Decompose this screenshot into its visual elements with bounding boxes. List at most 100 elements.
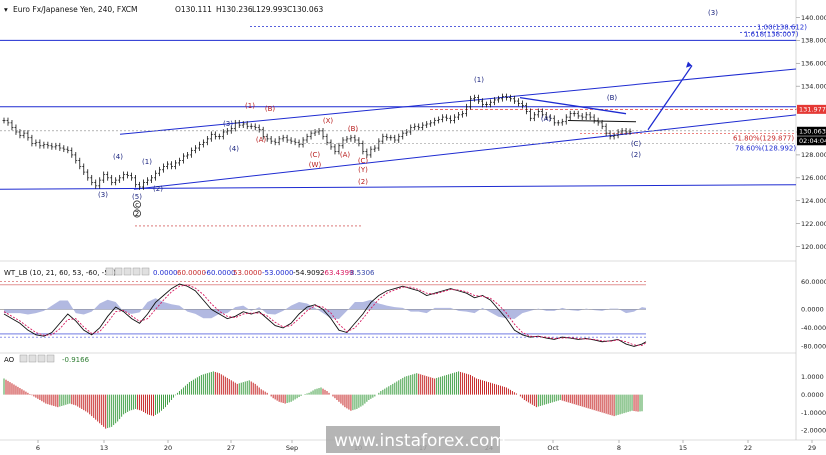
wave-label: (4) [113, 153, 123, 161]
wt-value-8: 8.5306 [350, 269, 375, 277]
wave-label: (5) [132, 193, 142, 201]
wave-annotations: (3) (4) (5) (1) (2) (3) (4) (1) (B) (A) (C) (W) (X) (… [98, 9, 718, 218]
price-tick-label: 124.000 [801, 197, 826, 205]
time-tick-label: 15 [679, 444, 687, 452]
wave-label: (2) [358, 178, 368, 186]
trendlines [0, 26, 797, 227]
time-tick-label: 22 [744, 444, 752, 452]
wt-value-3: -60.0000 [204, 269, 235, 277]
price-tick-label: 120.000 [801, 243, 826, 251]
wave-label: c [135, 201, 139, 209]
wave-label: (C) [310, 151, 321, 159]
ohlc-open: O130.111 [175, 5, 212, 14]
wave-label: (4) [229, 145, 239, 153]
resistance-price: 131.977 [799, 106, 826, 114]
time-tick-label: 13 [100, 444, 108, 452]
wt-title: WT_LB (10, 21, 60, 53, -60, -53) [4, 269, 116, 277]
ao-histogram [3, 371, 643, 429]
price-tick-label: 126.000 [801, 174, 826, 182]
time-tick-label: 27 [227, 444, 235, 452]
time-tick-label: Oct [547, 444, 559, 452]
wt-indicator-controls[interactable] [105, 267, 150, 276]
watermark: www.instaforex.com [334, 431, 506, 451]
wt-signal-line [3, 284, 647, 346]
price-tick-label: 140.000 [801, 14, 826, 22]
wt-value-1: 0.0000 [153, 269, 178, 277]
ao-tick-label: -1.0000 [801, 409, 826, 417]
wt-axis: 60.0000 0.0000 -40.0000 -80.0000 [801, 278, 826, 351]
wt-value-5: -53.0000 [262, 269, 293, 277]
chevron-icon[interactable]: ▾ [4, 5, 8, 14]
wave-label: 2 [135, 210, 139, 218]
ao-value: -0.9166 [62, 356, 90, 364]
wave-label: (A) [340, 151, 351, 159]
time-tick-label: 8 [617, 444, 621, 452]
symbol-title: Euro Fx/Japanese Yen, 240, FXCM [13, 5, 138, 14]
wt-tick-label: -40.0000 [801, 324, 826, 332]
ao-tick-label: 1.0000 [801, 373, 824, 381]
control-icon [28, 354, 37, 363]
price-tick-label: 136.000 [801, 60, 826, 68]
forecast-arrow-line [647, 65, 693, 131]
ao-tick-label: 0.0000 [801, 391, 824, 399]
price-series [2, 93, 632, 190]
time-tick-label: Sep [286, 444, 298, 452]
wave-label: (X) [323, 117, 334, 125]
price-tick-label: 128.000 [801, 151, 826, 159]
ao-title: AO [4, 356, 15, 364]
wave-label: (Y) [358, 166, 368, 174]
price-panel [0, 0, 797, 440]
wave-label: (3) [708, 9, 718, 17]
wt-tick-label: -80.0000 [801, 343, 826, 351]
lower-horizontal-line [0, 184, 797, 190]
fib-61-label: 61.80%(129.877) [733, 134, 794, 142]
wave-label: (C) [631, 140, 642, 148]
ao-tick-label: -2.0000 [801, 427, 826, 435]
watermark-bg [326, 426, 500, 453]
wt-value-6: -54.9092 [293, 269, 324, 277]
ohlc-low: L129.993 [252, 5, 287, 14]
fib-78-label: 78.60%(128.992) [735, 145, 796, 153]
wave-label: (3) [223, 120, 233, 128]
resistance-badge: 131.977 [797, 104, 826, 114]
wave-label: (2) [153, 185, 163, 193]
price-tick-label: 122.000 [801, 220, 826, 228]
wave-label: (B) [265, 105, 276, 113]
ohlc-close: C130.063 [287, 5, 323, 14]
control-icon [19, 354, 28, 363]
control-icon [132, 267, 141, 276]
current-price-badge: 130.063 02:04:04 [797, 126, 826, 146]
time-tick-label: 29 [808, 444, 816, 452]
wt-value-4: 53.0000 [233, 269, 262, 277]
wave-label: (B) [348, 125, 359, 133]
time-tick-label: 20 [164, 444, 172, 452]
wt-value-2: 60.0000 [177, 269, 206, 277]
fib-100-label: 1.00(138.612) [757, 24, 807, 32]
control-icon [105, 267, 114, 276]
forecast-arrow-head [686, 61, 692, 68]
wt-tick-label: 0.0000 [801, 306, 824, 314]
control-icon [141, 267, 150, 276]
wave-label: (3) [98, 191, 108, 199]
time-tick-label: 6 [36, 444, 40, 452]
wave-label: (C) [358, 157, 369, 165]
ohlc-high: H130.236 [216, 5, 253, 14]
wedge-upper-line [519, 96, 627, 115]
wave-label: (1) [245, 102, 255, 110]
wt-tick-label: 60.0000 [801, 278, 826, 286]
wave-circle [133, 209, 141, 218]
wave-label: (2) [631, 151, 641, 159]
wave-label: (1) [474, 76, 484, 84]
wt-value-7: -63.4399 [322, 269, 353, 277]
channel-lower-line [133, 114, 797, 190]
ao-indicator-controls[interactable] [19, 354, 55, 363]
wave-label: (1) [142, 158, 152, 166]
control-icon [123, 267, 132, 276]
ao-axis: 1.0000 0.0000 -1.0000 -2.0000 [801, 373, 826, 435]
channel-upper-line [119, 68, 797, 135]
price-tick-label: 138.000 [801, 37, 826, 45]
price-tick-label: 134.000 [801, 82, 826, 90]
control-icon [37, 354, 46, 363]
wt-histogram [4, 298, 646, 319]
